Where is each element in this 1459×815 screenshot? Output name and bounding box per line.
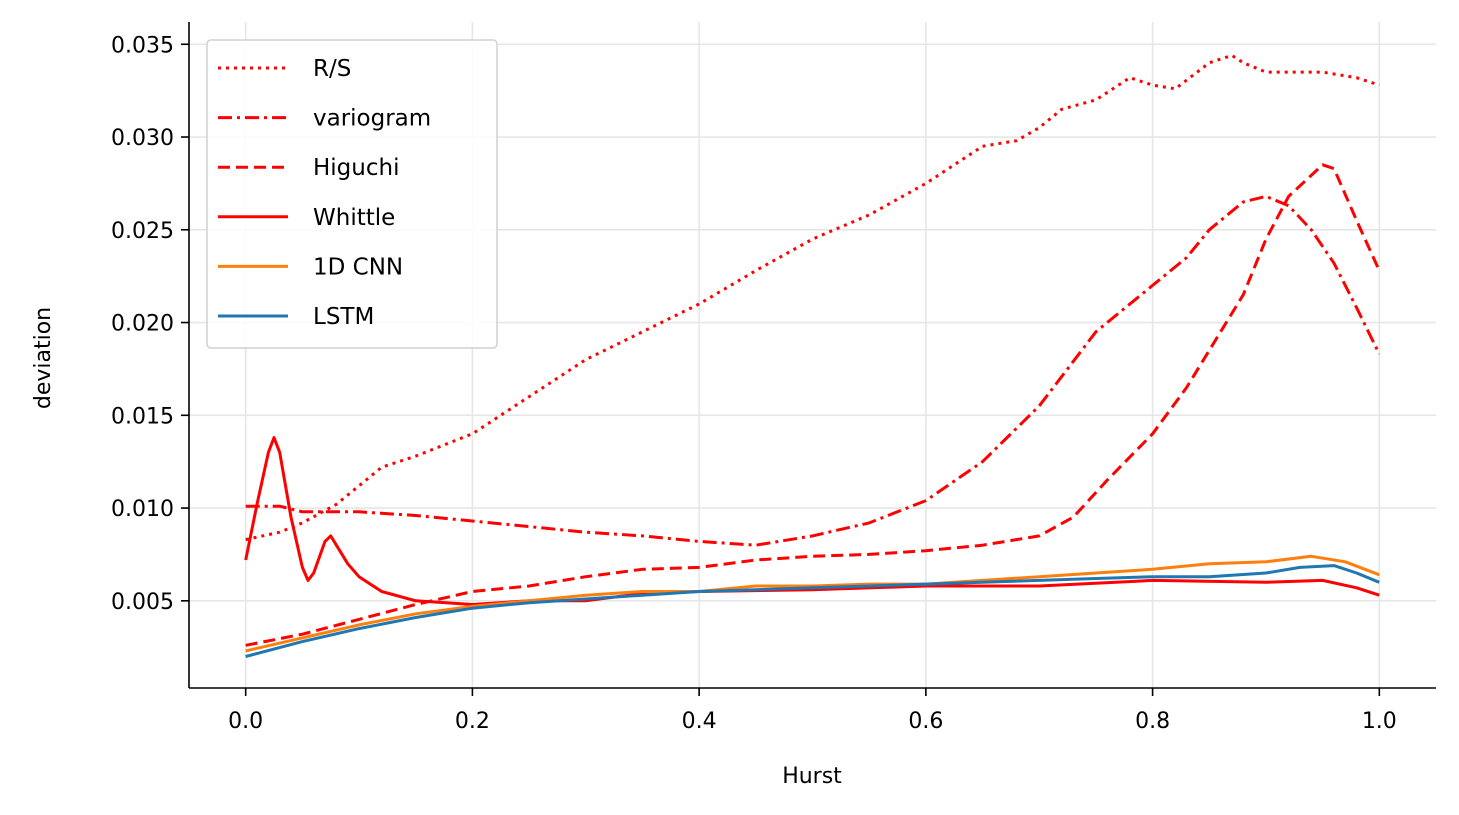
y-axis-label: deviation <box>31 307 56 409</box>
x-tick-label: 0.8 <box>1135 709 1170 734</box>
legend-label-lstm: LSTM <box>313 304 374 330</box>
x-tick-label: 1.0 <box>1362 709 1397 734</box>
legend-frame <box>206 39 498 349</box>
legend-label-r-s: R/S <box>313 56 351 82</box>
legend-label-1d-cnn: 1D CNN <box>313 254 403 280</box>
y-tick-label: 0.010 <box>111 497 174 522</box>
ticks: 0.0 0.2 0.4 0.6 0.8 1.0 0.005 0.010 0.015 0.020 0.… <box>111 33 1397 734</box>
x-tick-label: 0.6 <box>908 709 943 734</box>
series-line-r-s <box>245 53 1380 542</box>
legend: R/S variogram Higuchi Whittle 1D CNN LSTM <box>206 39 498 349</box>
legend-label-variogram: variogram <box>313 106 431 132</box>
series-line-variogram <box>245 194 1381 547</box>
series-line-whittle <box>244 436 1380 606</box>
axes <box>188 22 1436 689</box>
x-tick-label: 0.0 <box>228 709 263 734</box>
y-tick-label: 0.025 <box>111 219 174 244</box>
plot-lines <box>244 53 1381 658</box>
legend-label-higuchi: Higuchi <box>313 155 399 181</box>
x-tick-label: 0.2 <box>455 709 490 734</box>
y-tick-label: 0.030 <box>111 126 174 151</box>
legend-label-whittle: Whittle <box>313 205 395 231</box>
y-tick-label: 0.015 <box>111 404 174 429</box>
y-tick-label: 0.005 <box>111 590 174 615</box>
y-tick-label: 0.035 <box>111 33 174 58</box>
y-tick-label: 0.020 <box>111 312 174 337</box>
series-line-higuchi <box>245 163 1381 647</box>
grid-lines <box>189 22 1436 688</box>
x-tick-label: 0.4 <box>682 709 717 734</box>
x-axis-label: Hurst <box>782 764 842 789</box>
series-line-lstm <box>245 564 1380 658</box>
series-line-1d-cnn <box>245 554 1380 653</box>
